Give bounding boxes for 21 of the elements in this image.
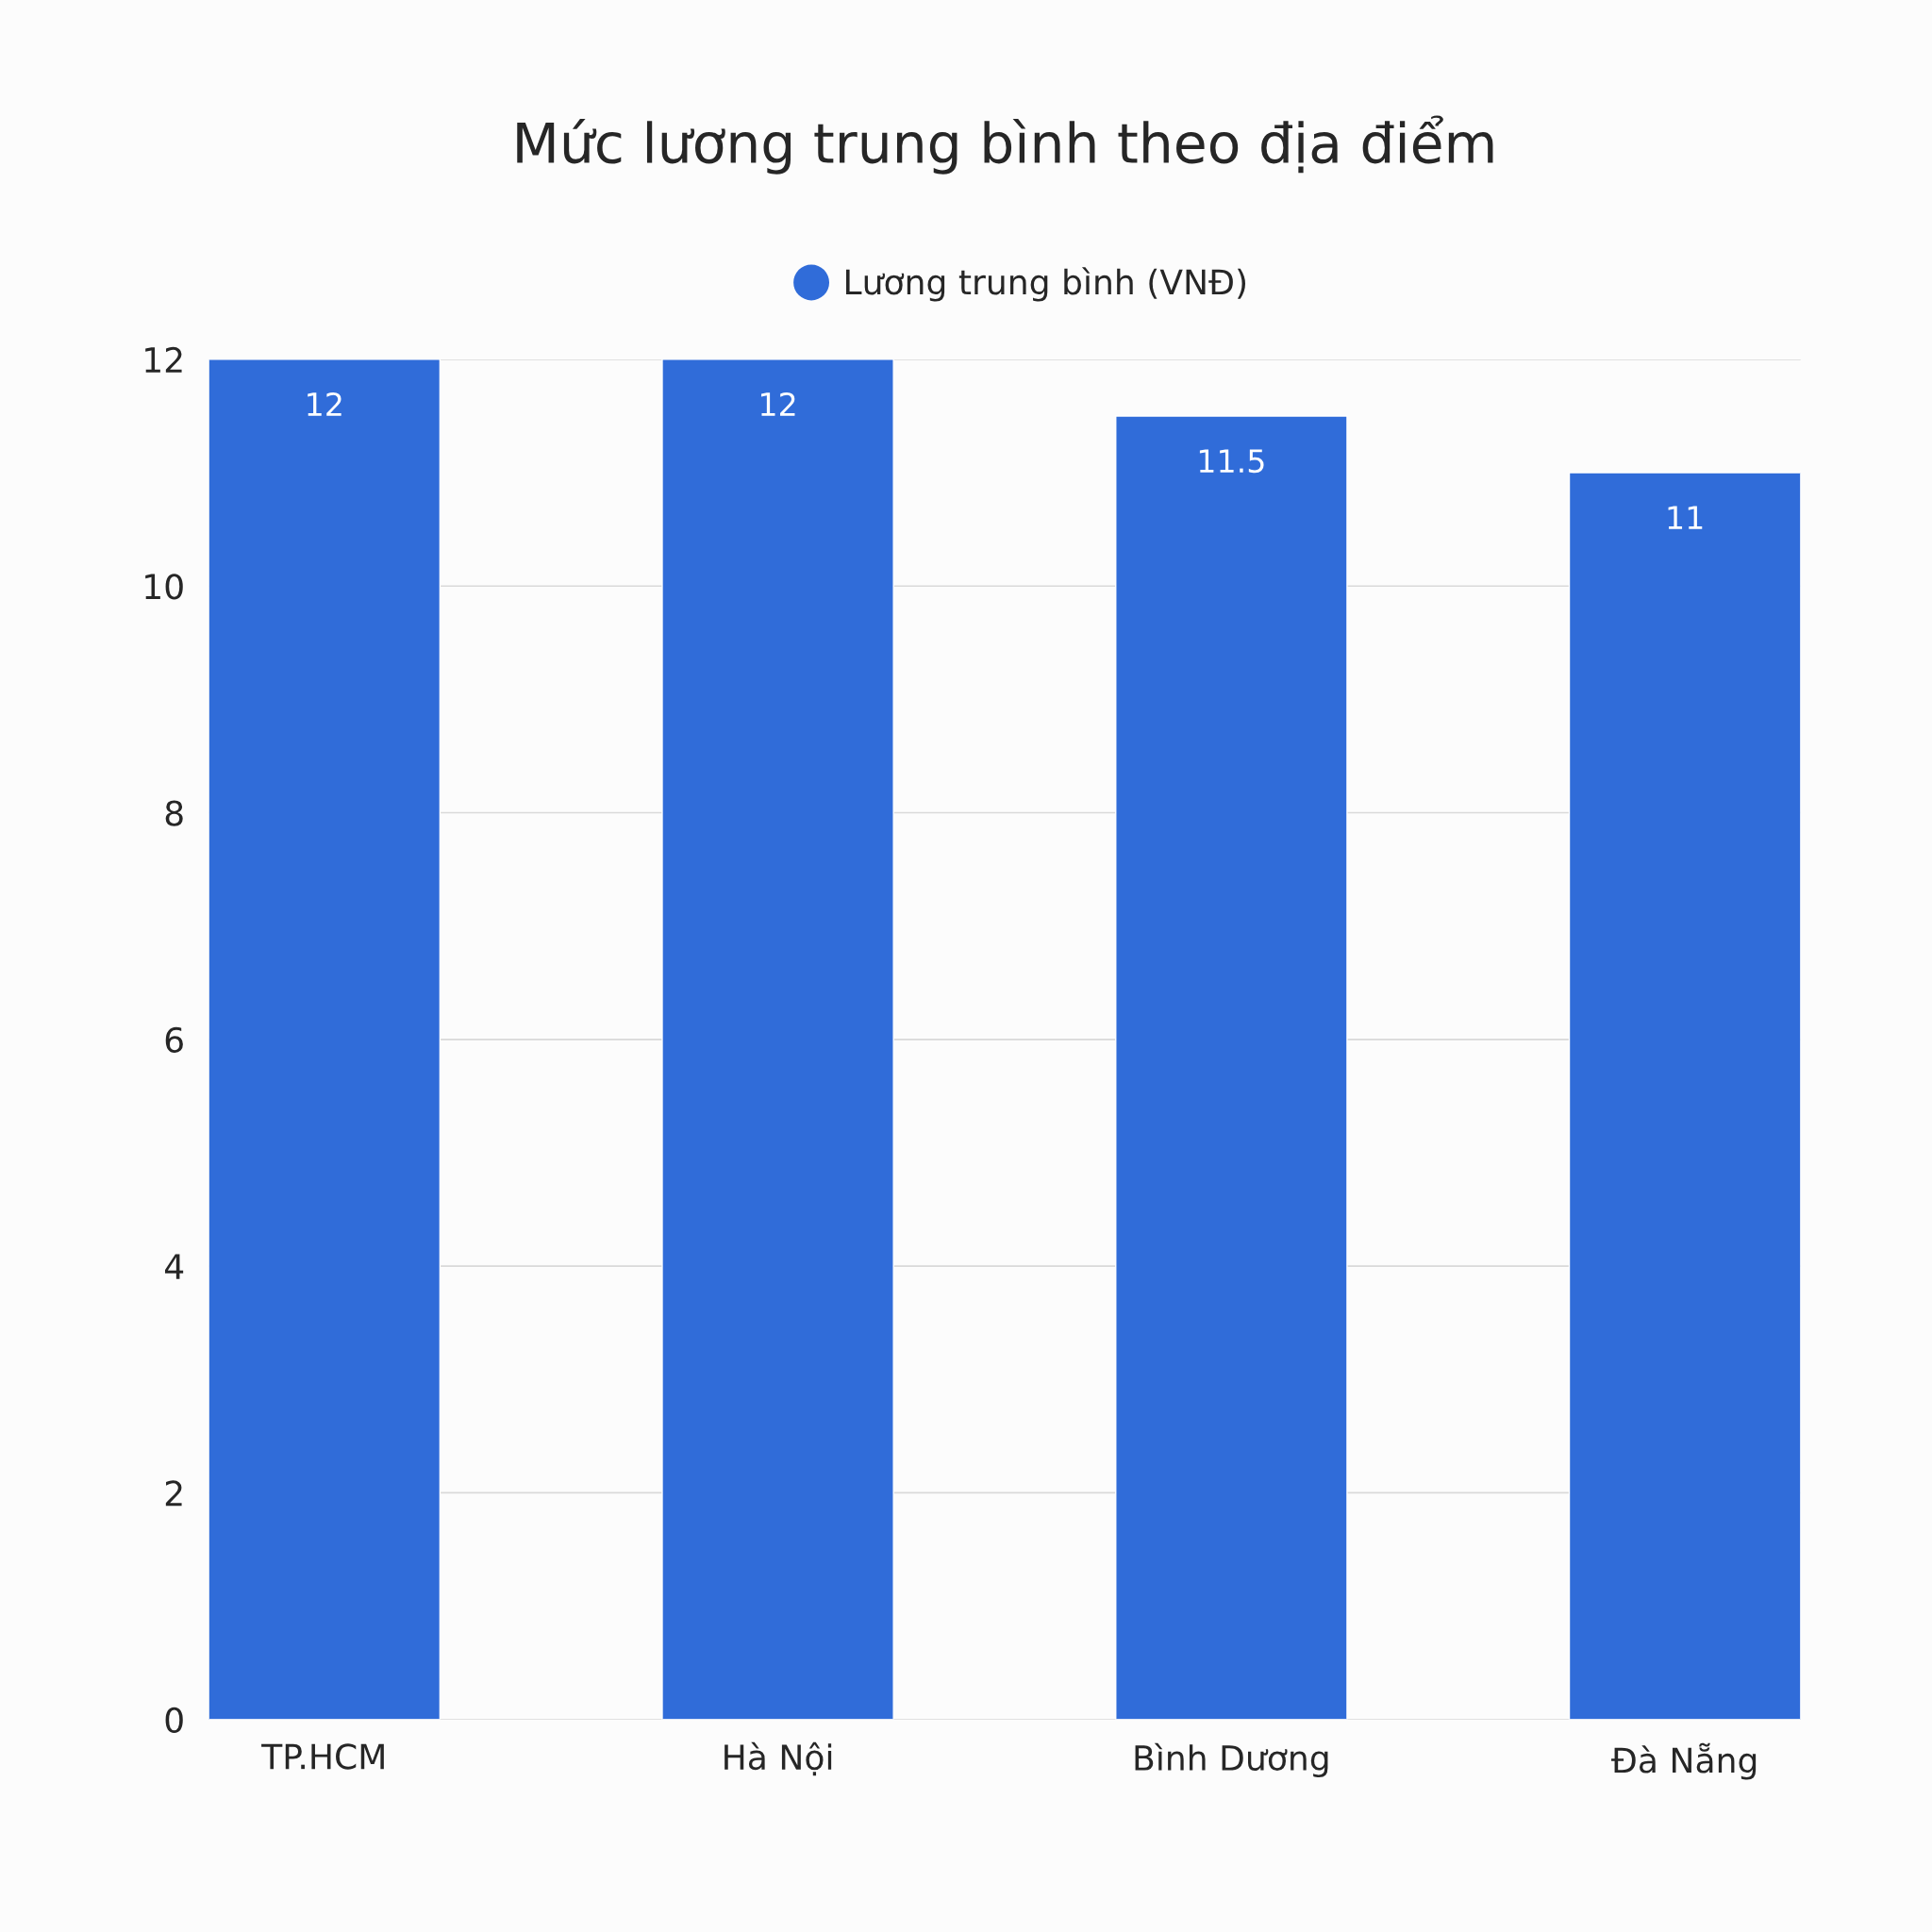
x-tick-label: Đà Nẵng (1611, 1742, 1757, 1780)
data-label: 12 (761, 391, 795, 416)
y-tick-label: 0 (165, 1707, 183, 1733)
bar (661, 358, 894, 1720)
y-tick-label: 12 (145, 346, 182, 373)
bar (1115, 415, 1348, 1720)
y-tick-label: 4 (164, 1254, 184, 1279)
series-label: Lương trung bình (VNĐ) (846, 267, 1246, 302)
data-label: 11.5 (1199, 449, 1264, 474)
x-tick-label: Bình Dương (1135, 1742, 1328, 1778)
data-label: 11 (1668, 506, 1703, 529)
x-tick-label: Hà Nội (724, 1741, 832, 1776)
y-tick-label: 8 (165, 800, 183, 826)
bar (1568, 472, 1801, 1720)
chart-title: Mức lương trung bình theo địa điểm (517, 115, 1493, 175)
bar (208, 358, 441, 1720)
y-tick-label: 10 (145, 574, 183, 600)
data-label: 12 (308, 391, 341, 416)
y-tick-label: 6 (165, 1026, 183, 1054)
x-tick-label: TP.HCM (261, 1743, 384, 1770)
y-tick-label: 2 (165, 1480, 182, 1507)
